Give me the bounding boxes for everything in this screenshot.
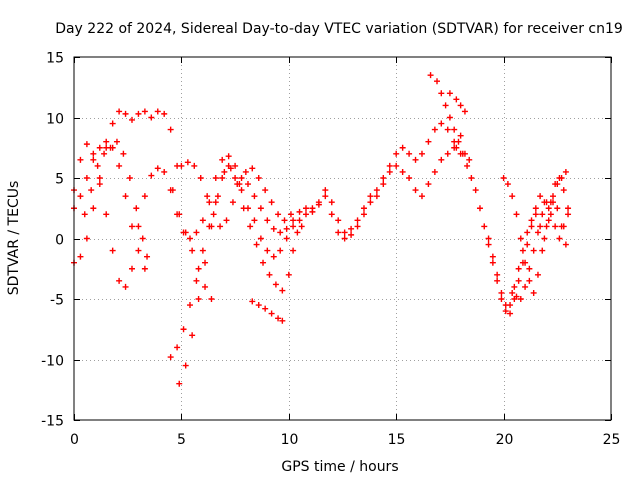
data-point-markers <box>178 159 294 230</box>
grid-lines <box>74 57 611 420</box>
y-tick-label: 10 <box>46 112 64 128</box>
y-tick-label: -10 <box>41 354 64 370</box>
series-track-k <box>446 90 473 163</box>
data-point-markers <box>500 175 572 296</box>
series-track-h <box>169 187 215 302</box>
y-tick-labels: -15 -10 -5 0 5 10 15 <box>41 51 64 430</box>
data-point-markers <box>249 298 286 324</box>
y-tick-label: 0 <box>55 233 64 249</box>
series-track-d <box>81 138 151 260</box>
series-track-i <box>249 298 286 324</box>
chart-title: Day 222 of 2024, Sidereal Day-to-day VTE… <box>55 21 623 37</box>
x-tick-label: 5 <box>177 432 186 448</box>
data-point-markers <box>81 138 151 260</box>
series-track-m <box>500 175 572 296</box>
y-tick-label: -15 <box>41 414 64 430</box>
x-tick-label: 0 <box>70 432 79 448</box>
series-track-e <box>167 144 464 361</box>
data-point-markers <box>169 187 215 302</box>
data-point-markers <box>167 144 464 361</box>
data-point-markers <box>446 90 473 163</box>
x-tick-label: 25 <box>603 432 621 448</box>
data-point-markers <box>509 199 572 302</box>
data-points <box>71 72 572 387</box>
x-tick-label: 20 <box>496 432 514 448</box>
x-tick-labels: 0 5 10 15 20 25 <box>70 432 620 448</box>
y-tick-label: -5 <box>50 293 64 309</box>
y-axis-title: SDTVAR / TECUs <box>6 181 22 296</box>
tick-marks <box>74 57 612 421</box>
x-tick-label: 15 <box>388 432 406 448</box>
x-tick-label: 10 <box>281 432 299 448</box>
series-track-g <box>178 159 294 230</box>
plot-frame <box>73 56 612 421</box>
x-axis-title: GPS time / hours <box>281 459 398 475</box>
y-tick-label: 5 <box>55 172 64 188</box>
y-tick-label: 15 <box>46 51 64 67</box>
series-track-n <box>509 199 572 302</box>
